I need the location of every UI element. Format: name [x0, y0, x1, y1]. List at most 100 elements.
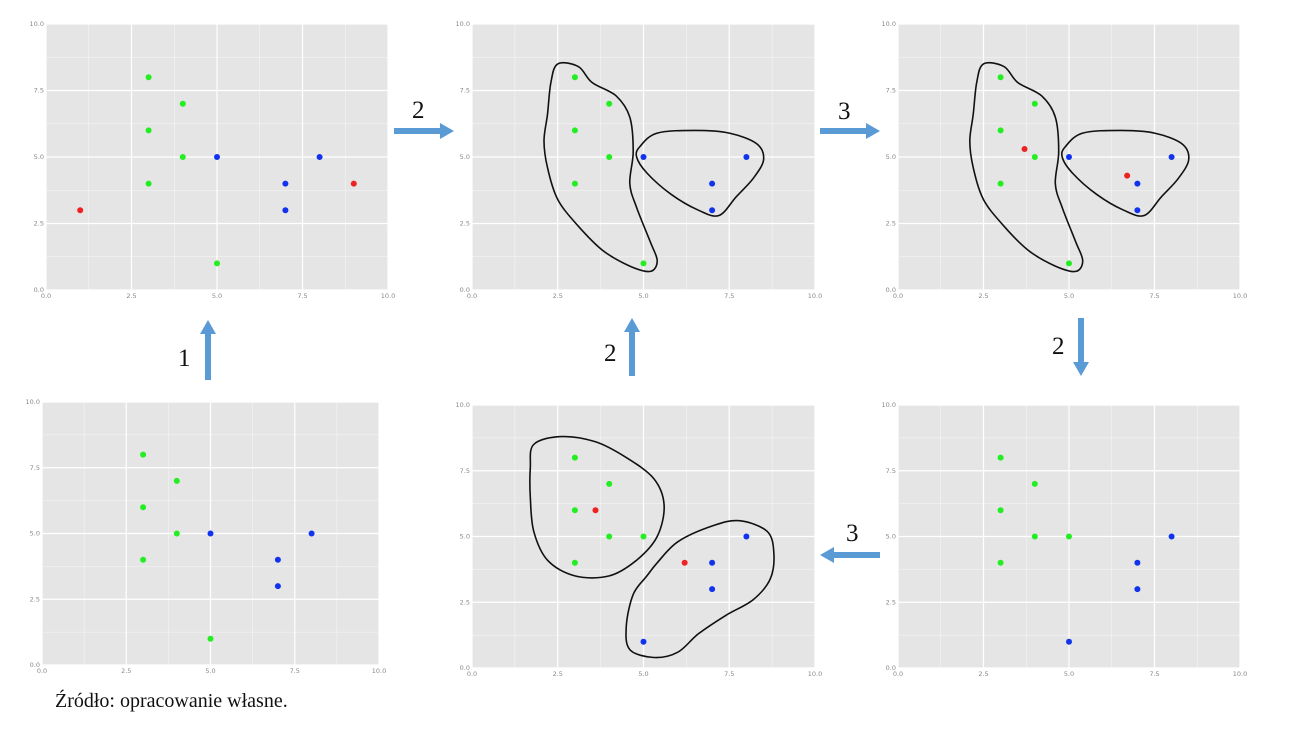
y-tick-label: 10.0: [456, 401, 470, 409]
step-number-3-top: 3: [838, 98, 851, 125]
x-tick-label: 10.0: [1233, 292, 1247, 300]
step-number-1: 1: [178, 345, 191, 372]
cluster-outline: [529, 435, 665, 579]
data-point: [640, 260, 647, 267]
y-tick-label: 2.5: [886, 220, 896, 228]
data-point: [606, 480, 613, 487]
data-point: [743, 154, 750, 160]
data-point: [743, 533, 750, 540]
arrow-down-icon: [1073, 318, 1089, 376]
data-point: [214, 154, 220, 160]
x-tick-label: 0.0: [467, 670, 477, 678]
data-point: [1031, 533, 1038, 540]
x-tick-label: 10.0: [1233, 670, 1247, 678]
x-tick-label: 2.5: [126, 292, 136, 300]
y-tick-label: 10.0: [882, 401, 896, 409]
cluster-outline: [543, 61, 659, 273]
step-number-2-top: 2: [412, 97, 425, 124]
x-tick-label: 0.0: [41, 292, 51, 300]
data-point: [1134, 180, 1141, 187]
data-point: [997, 127, 1004, 134]
source-caption: Źródło: opracowanie własne.: [55, 690, 288, 712]
y-tick-label: 10.0: [26, 398, 40, 406]
y-tick-label: 7.5: [34, 87, 44, 95]
data-point: [179, 100, 186, 107]
data-point: [709, 207, 716, 214]
data-point: [350, 180, 357, 187]
scatter-panel-start: 0.0 2.5 5.0 7.5 10.0 0.0 2.5 5.0 7.5 10.0: [26, 398, 387, 675]
data-point: [997, 180, 1004, 187]
data-point: [282, 207, 289, 214]
y-tick-label: 7.5: [30, 464, 40, 472]
y-tick-label: 10.0: [882, 20, 896, 28]
data-point: [145, 180, 152, 187]
data-point: [1134, 559, 1141, 566]
y-tick-label: 7.5: [886, 87, 896, 95]
y-tick-label: 0.0: [460, 664, 470, 672]
data-point: [606, 154, 613, 160]
arrow-up-icon: [624, 318, 640, 376]
data-point: [1066, 154, 1072, 160]
data-point: [214, 260, 220, 267]
data-point: [997, 74, 1004, 81]
data-point: [709, 586, 716, 593]
x-tick-label: 7.5: [297, 292, 307, 300]
arrow-left-icon: [820, 547, 880, 563]
y-tick-label: 2.5: [34, 220, 44, 228]
x-tick-label: 2.5: [553, 670, 563, 678]
x-tick-label: 7.5: [290, 667, 300, 675]
scatter-panel-initial: 0.0 2.5 5.0 7.5 10.0 0.0 2.5 5.0 7.5 10.0: [30, 20, 396, 300]
arrow-right-icon: [394, 123, 454, 139]
data-point: [592, 507, 599, 514]
y-tick-label: 5.0: [460, 533, 470, 541]
cluster-outline: [968, 61, 1084, 273]
data-point: [308, 530, 315, 537]
data-point: [681, 559, 688, 566]
data-point: [173, 530, 180, 537]
data-point: [640, 533, 647, 540]
data-point: [997, 454, 1004, 461]
x-tick-label: 0.0: [467, 292, 477, 300]
data-point: [316, 154, 323, 160]
y-tick-label: 2.5: [460, 220, 470, 228]
y-tick-label: 5.0: [886, 533, 896, 541]
data-point: [207, 530, 214, 537]
data-point: [1021, 146, 1028, 153]
data-point: [1066, 638, 1072, 645]
data-point: [1031, 154, 1038, 160]
cluster-outline: [635, 129, 765, 217]
data-point: [571, 127, 578, 134]
data-point: [1031, 100, 1038, 107]
x-tick-label: 10.0: [372, 667, 386, 675]
x-tick-label: 10.0: [381, 292, 395, 300]
y-tick-label: 5.0: [886, 153, 896, 161]
y-tick-label: 7.5: [460, 467, 470, 475]
data-point: [571, 559, 578, 566]
step-number-2-right: 2: [1052, 333, 1065, 360]
x-tick-label: 0.0: [37, 667, 47, 675]
x-tick-label: 7.5: [724, 292, 734, 300]
data-point: [207, 635, 214, 642]
scatter-panel-centroids-b: 0.0 2.5 5.0 7.5 10.0 0.0 2.5 5.0 7.5 10.0: [456, 401, 823, 678]
data-point: [274, 556, 281, 563]
data-point: [640, 638, 647, 645]
y-tick-label: 5.0: [460, 153, 470, 161]
x-tick-label: 7.5: [724, 670, 734, 678]
x-tick-label: 5.0: [212, 292, 222, 300]
y-tick-label: 0.0: [30, 661, 40, 669]
arrow-up-icon: [200, 320, 216, 380]
cluster-outline: [625, 519, 775, 659]
data-point: [640, 154, 647, 160]
data-point: [140, 451, 147, 458]
x-tick-label: 2.5: [978, 292, 988, 300]
x-tick-label: 2.5: [553, 292, 563, 300]
arrow-right-icon: [820, 123, 880, 139]
data-point: [1066, 260, 1072, 267]
data-point: [1134, 586, 1141, 593]
y-tick-label: 10.0: [30, 20, 44, 28]
x-tick-label: 10.0: [808, 670, 822, 678]
data-point: [274, 583, 281, 590]
y-tick-label: 7.5: [886, 467, 896, 475]
data-point: [997, 559, 1004, 566]
data-point: [1124, 172, 1131, 179]
